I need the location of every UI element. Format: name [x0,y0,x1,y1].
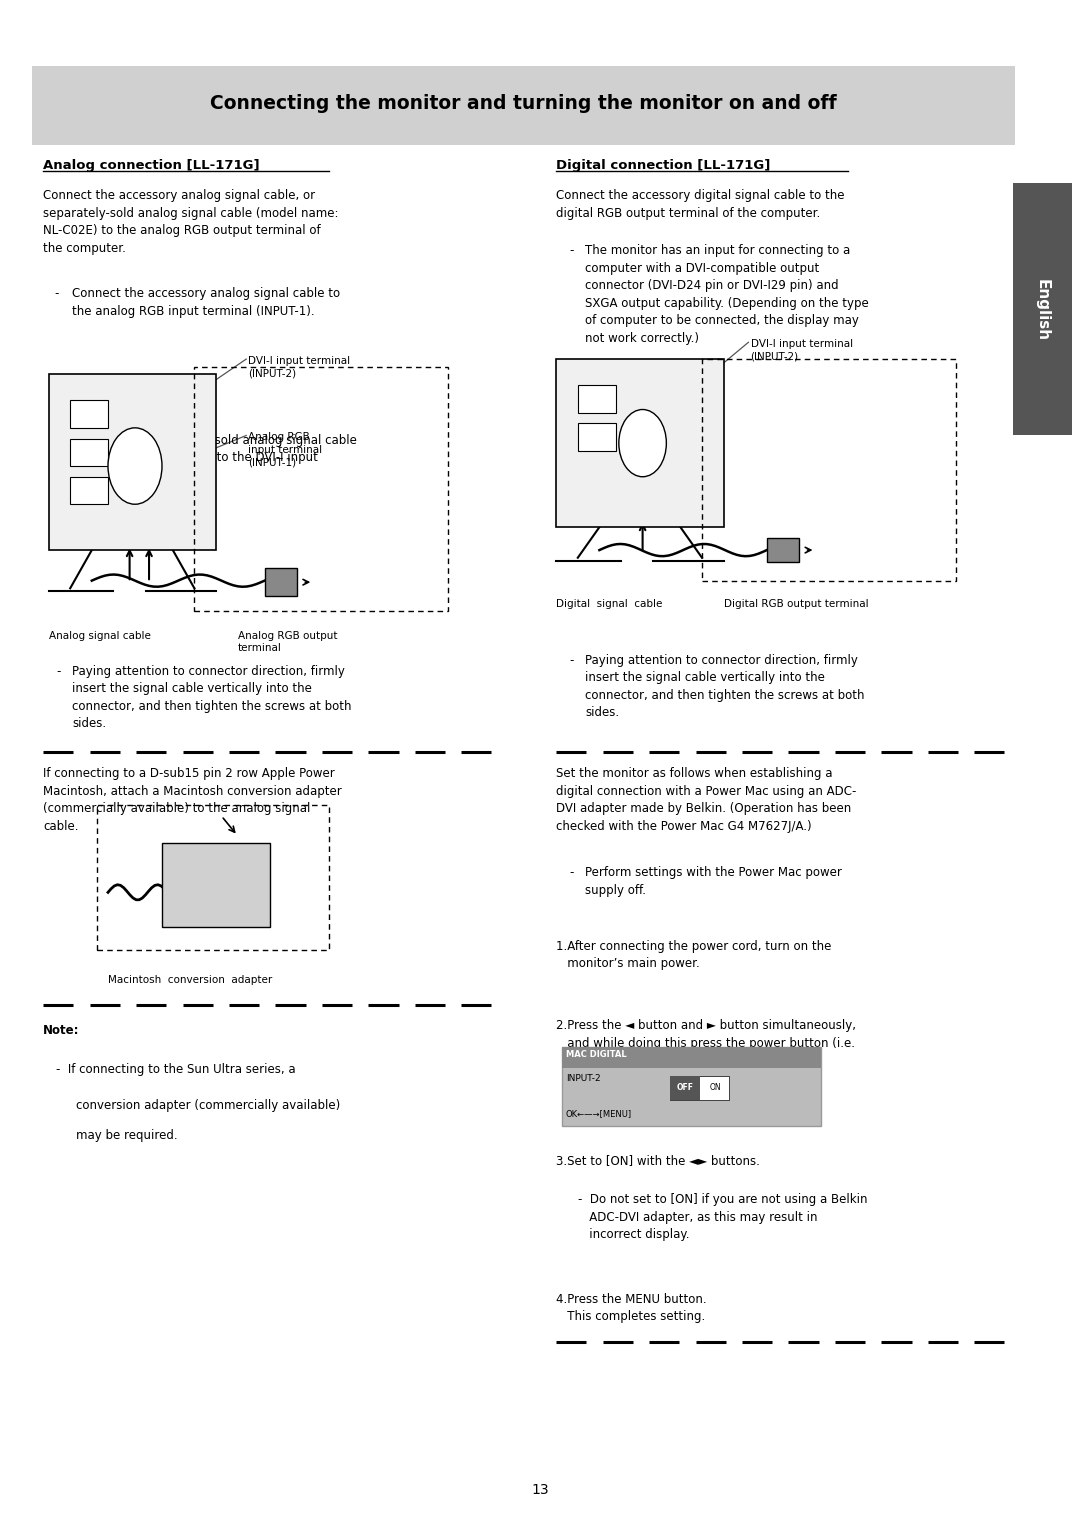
Bar [97,805,329,950]
Text: Connecting the monitor and turning the monitor on and off: Connecting the monitor and turning the m… [211,95,837,113]
Text: DVI-I input terminal
(INPUT-2): DVI-I input terminal (INPUT-2) [751,339,853,362]
Bar [670,1076,729,1100]
Text: DVI-I input terminal
(INPUT-2): DVI-I input terminal (INPUT-2) [248,356,351,379]
Text: may be required.: may be required. [76,1129,177,1143]
Circle shape [108,428,162,504]
Text: -: - [54,434,58,448]
Text: OFF: OFF [676,1083,693,1093]
Text: Connect the accessory digital signal cable to the
digital RGB output terminal of: Connect the accessory digital signal cab… [556,189,845,220]
Text: Connect the separately-sold analog signal cable
(model name: NL-C02E) to the DVI: Connect the separately-sold analog signa… [72,434,357,481]
Text: Paying attention to connector direction, firmly
insert the signal cable vertical: Paying attention to connector direction,… [585,654,865,720]
Text: The monitor has an input for connecting to a
computer with a DVI-compatible outp: The monitor has an input for connecting … [585,244,869,345]
Bar [162,843,270,927]
Bar [670,1076,700,1100]
Text: Perform settings with the Power Mac power
supply off.: Perform settings with the Power Mac powe… [585,866,842,897]
Text: Digital connection [LL-171G]: Digital connection [LL-171G] [556,159,770,173]
Text: -  Do not set to [ON] if you are not using a Belkin
   ADC-DVI adapter, as this : - Do not set to [ON] if you are not usin… [578,1193,867,1241]
Text: Digital RGB output terminal: Digital RGB output terminal [724,599,868,610]
Bar [194,367,448,611]
Bar [265,568,297,596]
Text: -: - [569,654,573,668]
Bar [70,477,108,504]
Text: Note:: Note: [43,1024,80,1038]
Text: -: - [569,866,573,880]
Text: Macintosh  conversion  adapter: Macintosh conversion adapter [108,975,272,986]
Text: Digital  signal  cable: Digital signal cable [556,599,662,610]
Text: Analog connection [LL-171G]: Analog connection [LL-171G] [43,159,260,173]
Text: 2.Press the ◄ button and ► button simultaneously,
   and while doing this press : 2.Press the ◄ button and ► button simult… [556,1019,856,1067]
Text: Paying attention to connector direction, firmly
insert the signal cable vertical: Paying attention to connector direction,… [72,665,352,730]
Text: English: English [1035,280,1050,341]
Text: Set the monitor as follows when establishing a
digital connection with a Power M: Set the monitor as follows when establis… [556,767,856,833]
Text: 1.After connecting the power cord, turn on the
   monitor’s main power.: 1.After connecting the power cord, turn … [556,940,832,970]
Text: 3.Set to [ON] with the ◄► buttons.: 3.Set to [ON] with the ◄► buttons. [556,1154,760,1167]
FancyBboxPatch shape [1013,183,1072,435]
Text: -: - [54,287,58,301]
Bar [562,1047,821,1068]
Bar [578,385,616,413]
Text: -  If connecting to the Sun Ultra series, a: - If connecting to the Sun Ultra series,… [56,1063,296,1077]
Circle shape [619,410,666,477]
Text: 13: 13 [531,1482,549,1497]
Text: OK←—→[MENU]: OK←—→[MENU] [566,1109,632,1118]
Bar [562,1047,821,1126]
Text: If connecting to a D-sub15 pin 2 row Apple Power
Macintosh, attach a Macintosh c: If connecting to a D-sub15 pin 2 row App… [43,767,342,833]
Text: Connect the accessory analog signal cable, or
separately-sold analog signal cabl: Connect the accessory analog signal cabl… [43,189,339,255]
Text: INPUT-2: INPUT-2 [566,1074,600,1083]
Bar [702,359,956,581]
Text: Analog RGB
input terminal
(INPUT-1): Analog RGB input terminal (INPUT-1) [248,432,323,468]
Text: MAC DIGITAL: MAC DIGITAL [566,1050,626,1059]
FancyBboxPatch shape [32,66,1015,145]
Text: 4.Press the MENU button.
   This completes setting.: 4.Press the MENU button. This completes … [556,1293,706,1323]
Text: ON: ON [710,1083,720,1093]
Bar [49,374,216,550]
Text: -: - [569,244,573,258]
Bar [70,400,108,428]
Bar [70,439,108,466]
Text: Analog RGB output
terminal: Analog RGB output terminal [238,631,337,654]
Bar [767,538,799,562]
Text: Analog signal cable: Analog signal cable [49,631,150,642]
Text: Connect the accessory analog signal cable to
the analog RGB input terminal (INPU: Connect the accessory analog signal cabl… [72,287,340,318]
Bar [556,359,724,527]
Bar [578,423,616,451]
Text: conversion adapter (commercially available): conversion adapter (commercially availab… [76,1099,340,1112]
Text: -: - [56,665,60,678]
